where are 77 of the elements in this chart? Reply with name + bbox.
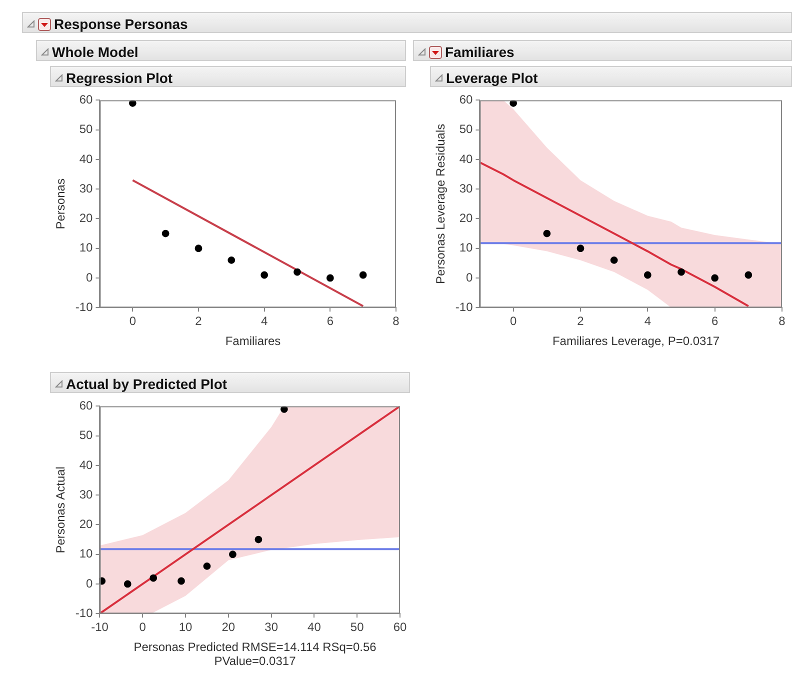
x-axis-title: Familiares Leverage, P=0.0317 [551,334,721,348]
x-axis-title: Familiares [224,334,282,348]
point [359,271,367,279]
x-tick-label: 10 [178,620,193,634]
point [128,100,136,107]
x-tick-label: 4 [260,314,268,328]
x-tick-label: 8 [778,314,786,328]
y-tick-label: 40 [79,458,94,472]
point [744,271,752,279]
y-tick-label: 60 [459,92,474,107]
y-tick-label: 10 [79,240,94,255]
chart-title: Regression Plot [66,70,173,86]
x-tick-label: 0 [510,314,517,328]
y-tick-label: 0 [466,270,474,284]
point [510,100,518,107]
x-tick-label: 40 [308,620,322,634]
point [678,268,685,276]
x-tick-label: 8 [392,314,400,328]
y-tick-label: 10 [459,240,474,255]
point [100,577,106,585]
y-tick-label: 20 [459,211,474,226]
chart-title: Leverage Plot [446,70,538,86]
y-tick-label: 40 [79,152,94,166]
text: Response Personas [54,16,188,32]
point [178,577,185,585]
x-tick-label: 2 [195,314,202,328]
point [150,574,158,582]
y-tick-label: 50 [459,122,474,136]
y-tick-label: 50 [79,122,94,136]
point [203,562,211,570]
point [228,256,236,264]
x-tick-label: 4 [644,314,652,328]
x-axis-title: Personas Predicted RMSE=14.114 RSq=0.56 PValue=0.0317 [132,640,378,668]
point [280,406,288,413]
y-tick-label: 40 [459,152,474,166]
point [254,536,262,544]
point [644,271,652,279]
point [576,244,584,252]
y-tick-label: 50 [79,428,94,442]
y-tick-label: 30 [79,487,94,502]
text: Familiares [445,44,514,60]
x-tick-label: 0 [129,314,136,328]
point [162,230,170,238]
y-axis-title: Personas Leverage Residuals [434,124,448,284]
y-tick-label: 10 [79,546,94,561]
text: Whole Model [52,44,138,60]
y-tick-label: 30 [459,181,474,196]
x-tick-label: 6 [326,314,334,328]
y-tick-label: 20 [79,211,94,226]
y-tick-label: 30 [79,181,94,196]
point [194,244,202,252]
x-tick-label: 0 [139,620,146,634]
y-tick-label: 20 [79,517,94,532]
x-tick-label: 50 [350,620,364,634]
point [326,274,334,282]
point [229,550,236,558]
y-axis-title: Personas [54,178,68,230]
y-tick-label: 60 [79,92,94,107]
x-tick-label: 60 [393,620,407,634]
point [294,268,301,276]
y-axis-title: Personas Actual [54,466,68,554]
y-tick-label: 0 [86,576,94,590]
y-tick-label: 60 [79,398,94,413]
x-tick-label: 6 [711,314,718,328]
point [543,230,551,238]
y-tick-label: -10 [75,606,94,620]
point [260,271,268,279]
x-tick-label: 30 [264,620,278,634]
chart-title: Actual by Predicted Plot [66,376,228,392]
y-tick-label: -10 [455,300,474,314]
y-tick-label: 0 [86,270,94,284]
point [610,256,618,264]
point [711,274,719,282]
point [124,580,132,588]
x-tick-label: 20 [222,620,236,634]
x-tick-label: 2 [577,314,584,328]
y-tick-label: -10 [75,300,94,314]
